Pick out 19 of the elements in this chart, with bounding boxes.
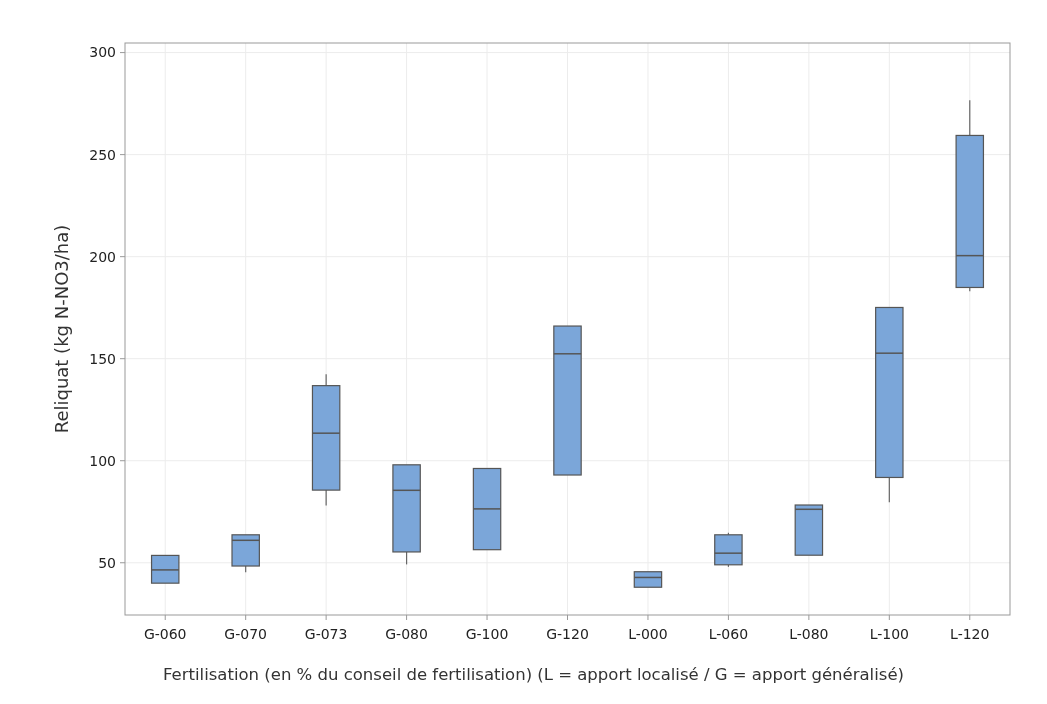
y-axis-title: Reliquat (kg N-NO3/ha) bbox=[51, 224, 72, 434]
y-tick-label: 300 bbox=[89, 44, 116, 61]
x-tick-label: G-073 bbox=[304, 626, 348, 642]
x-tick-label: G-060 bbox=[143, 626, 187, 642]
x-tick-label: G-120 bbox=[546, 626, 589, 642]
x-axis-title: Fertilisation (en % du conseil de fertilisation) (L = apport localisé / G = apport généralisé) bbox=[163, 665, 904, 684]
x-tick-label: L-000 bbox=[628, 626, 668, 642]
y-tick-label: 250 bbox=[89, 146, 116, 163]
x-tick-label: G-080 bbox=[385, 626, 428, 642]
y-tick-label: 50 bbox=[98, 554, 116, 571]
x-tick-label: L-100 bbox=[869, 626, 909, 642]
y-tick-label: 150 bbox=[89, 350, 116, 367]
y-tick-label: 100 bbox=[89, 452, 116, 469]
x-tick-label: L-080 bbox=[789, 626, 829, 642]
x-tick-label: G-100 bbox=[465, 626, 509, 642]
x-tick-label: G-070 bbox=[224, 626, 267, 642]
x-tick-label: L-060 bbox=[708, 626, 749, 642]
y-tick-label: 200 bbox=[89, 248, 116, 265]
x-tick-label: L-120 bbox=[950, 626, 990, 642]
